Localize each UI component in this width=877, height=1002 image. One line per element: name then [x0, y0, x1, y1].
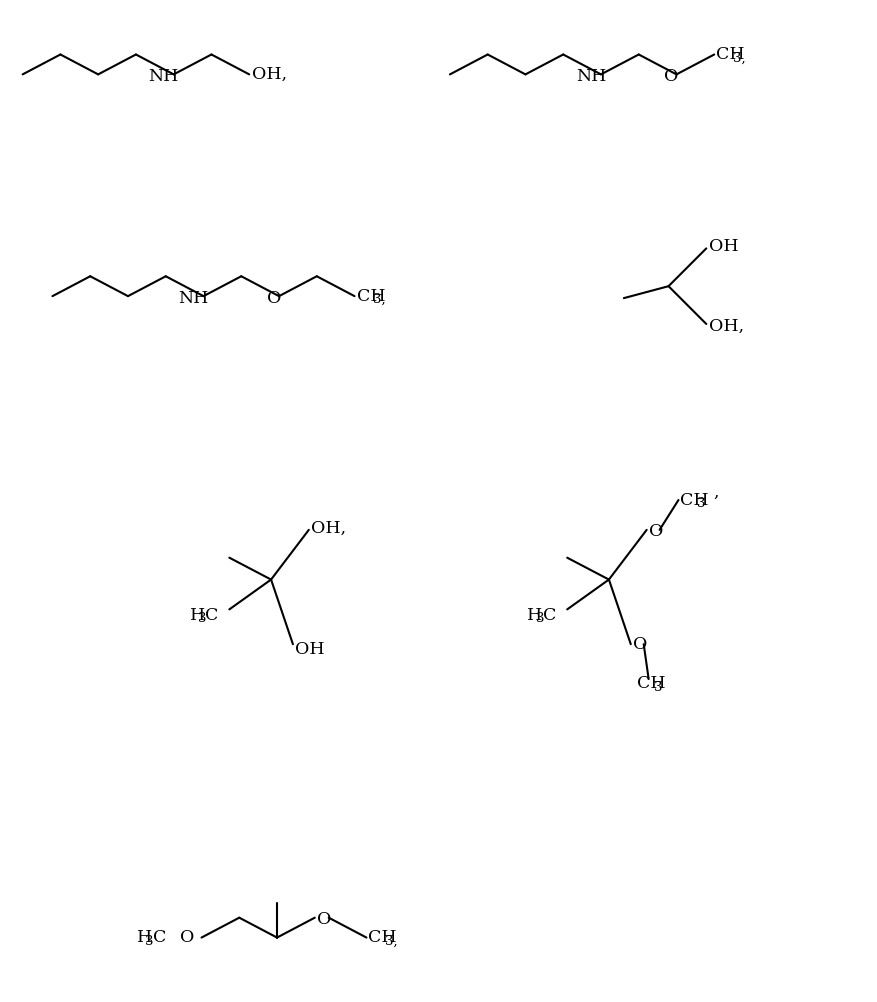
Text: 3: 3	[198, 612, 206, 625]
Text: CH: CH	[716, 46, 744, 63]
Text: OH,: OH,	[310, 519, 346, 536]
Text: C: C	[153, 929, 166, 946]
Text: H: H	[189, 607, 204, 624]
Text: 3,: 3,	[385, 935, 397, 948]
Text: 3: 3	[146, 935, 153, 948]
Text: CH: CH	[368, 929, 396, 946]
Text: C: C	[205, 607, 218, 624]
Text: NH: NH	[148, 68, 179, 85]
Text: CH: CH	[636, 675, 665, 692]
Text: C: C	[543, 607, 556, 624]
Text: NH: NH	[575, 68, 605, 85]
Text: NH: NH	[178, 290, 209, 307]
Text: H: H	[527, 607, 542, 624]
Text: 3,: 3,	[732, 51, 745, 64]
Text: CH: CH	[680, 492, 709, 508]
Text: O: O	[317, 911, 331, 928]
Text: OH,: OH,	[709, 318, 744, 335]
Text: O: O	[648, 523, 662, 540]
Text: 3: 3	[535, 612, 544, 625]
Text: H: H	[137, 929, 152, 946]
Text: OH: OH	[295, 640, 324, 657]
Text: CH: CH	[356, 288, 385, 305]
Text: 3: 3	[696, 497, 705, 510]
Text: 3,: 3,	[373, 294, 386, 307]
Text: O: O	[632, 635, 646, 652]
Text: OH,: OH,	[252, 66, 287, 83]
Text: OH: OH	[709, 237, 738, 255]
Text: O: O	[180, 929, 194, 946]
Text: ,: ,	[712, 484, 718, 501]
Text: O: O	[664, 68, 678, 85]
Text: O: O	[267, 290, 281, 307]
Text: 3: 3	[652, 681, 661, 694]
